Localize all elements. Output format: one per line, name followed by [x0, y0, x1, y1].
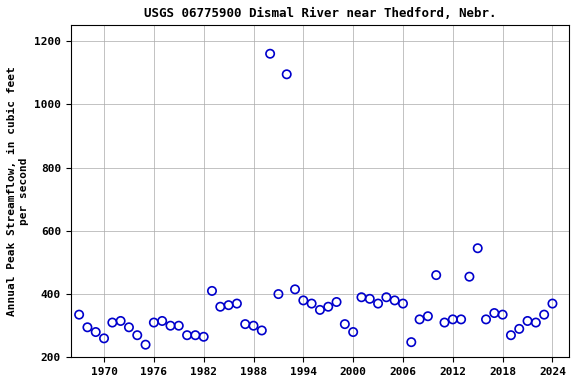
- Point: [91, 329, 100, 335]
- Point: [440, 319, 449, 326]
- Point: [348, 329, 358, 335]
- Point: [407, 339, 416, 345]
- Point: [365, 296, 374, 302]
- Point: [390, 297, 399, 303]
- Point: [415, 316, 424, 323]
- Point: [482, 316, 491, 323]
- Point: [166, 323, 175, 329]
- Point: [124, 324, 134, 330]
- Point: [357, 294, 366, 300]
- Y-axis label: Annual Peak Streamflow, in cubic feet
per second: Annual Peak Streamflow, in cubic feet pe…: [7, 66, 29, 316]
- Point: [473, 245, 482, 251]
- Point: [340, 321, 350, 327]
- Point: [531, 319, 540, 326]
- Point: [224, 302, 233, 308]
- Point: [382, 294, 391, 300]
- Point: [83, 324, 92, 330]
- Point: [100, 335, 109, 341]
- Point: [266, 51, 275, 57]
- Point: [448, 316, 457, 323]
- Point: [457, 316, 466, 323]
- Point: [207, 288, 217, 294]
- Point: [191, 332, 200, 338]
- Point: [506, 332, 516, 338]
- Point: [399, 301, 408, 307]
- Point: [116, 318, 125, 324]
- Point: [315, 307, 324, 313]
- Point: [465, 274, 474, 280]
- Point: [241, 321, 250, 327]
- Point: [149, 319, 158, 326]
- Point: [332, 299, 341, 305]
- Point: [498, 311, 507, 318]
- Point: [141, 342, 150, 348]
- Point: [490, 310, 499, 316]
- Point: [373, 301, 382, 307]
- Point: [199, 334, 209, 340]
- Point: [431, 272, 441, 278]
- Point: [215, 304, 225, 310]
- Point: [257, 328, 267, 334]
- Title: USGS 06775900 Dismal River near Thedford, Nebr.: USGS 06775900 Dismal River near Thedford…: [143, 7, 496, 20]
- Point: [423, 313, 433, 319]
- Point: [540, 311, 549, 318]
- Point: [108, 319, 117, 326]
- Point: [132, 332, 142, 338]
- Point: [290, 286, 300, 292]
- Point: [74, 311, 84, 318]
- Point: [174, 323, 183, 329]
- Point: [299, 297, 308, 303]
- Point: [274, 291, 283, 297]
- Point: [232, 301, 241, 307]
- Point: [324, 304, 333, 310]
- Point: [523, 318, 532, 324]
- Point: [183, 332, 192, 338]
- Point: [249, 323, 258, 329]
- Point: [282, 71, 291, 77]
- Point: [514, 326, 524, 332]
- Point: [158, 318, 167, 324]
- Point: [307, 301, 316, 307]
- Point: [548, 301, 557, 307]
